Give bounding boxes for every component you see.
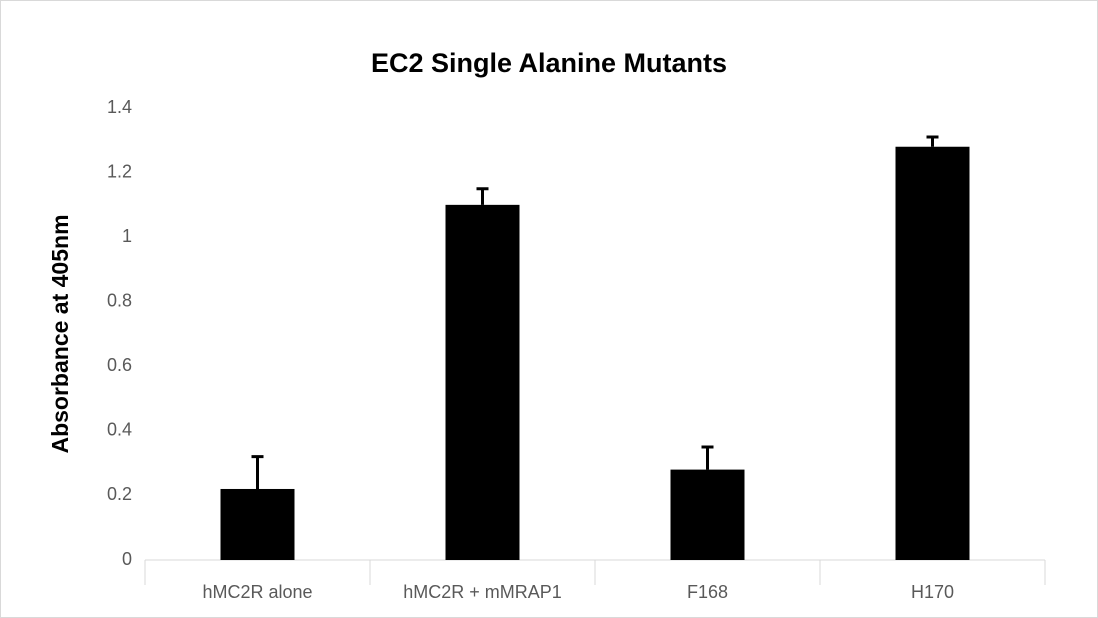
y-tick-label: 1.4 <box>107 97 132 117</box>
x-tick-label: hMC2R alone <box>202 582 312 602</box>
error-bar <box>251 455 264 489</box>
x-tick-label: H170 <box>911 582 954 602</box>
bar <box>670 469 745 560</box>
y-tick-label: 0.8 <box>107 290 132 310</box>
x-tick-label: hMC2R + mMRAP1 <box>403 582 562 602</box>
bar <box>445 204 520 560</box>
y-tick-label: 1 <box>122 226 132 246</box>
error-bar <box>926 135 939 147</box>
bar <box>895 146 970 560</box>
y-tick-label: 0.2 <box>107 484 132 504</box>
y-tick-label: 1.2 <box>107 161 132 181</box>
bar <box>220 488 295 560</box>
y-tick-label: 0.4 <box>107 420 132 440</box>
x-tick-label: F168 <box>687 582 728 602</box>
error-bar <box>476 187 489 205</box>
y-tick-label: 0.6 <box>107 355 132 375</box>
error-bar <box>701 445 714 470</box>
chart-title: EC2 Single Alanine Mutants <box>371 48 727 78</box>
y-tick-label: 0 <box>122 549 132 569</box>
y-axis-label: Absorbance at 405nm <box>47 214 73 453</box>
